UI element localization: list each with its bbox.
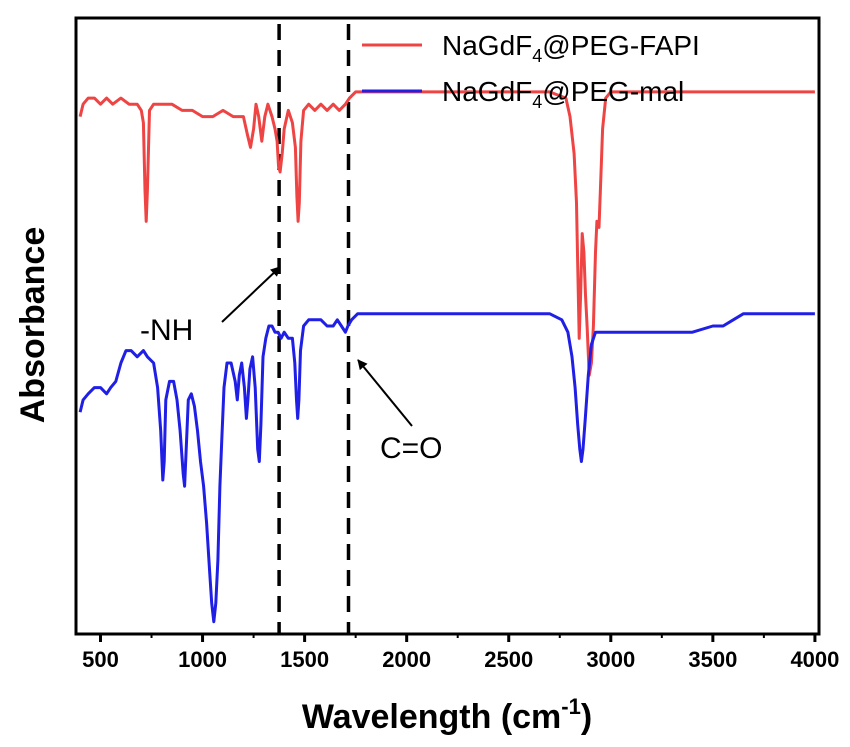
legend: NaGdF4@PEG-FAPI NaGdF4@PEG-mal	[362, 30, 700, 112]
x-tick-label-5: 3000	[586, 647, 635, 672]
annotation-nh-arrow	[221, 266, 281, 323]
x-axis-tick-labels: 500 1000 1500 2000 2500 3000 3500 4000	[82, 647, 839, 672]
series-line-0	[78, 90, 815, 377]
x-axis-title: Wavelength (cm-1)	[302, 694, 592, 736]
series-line-1	[78, 312, 815, 624]
x-tick-label-1: 1000	[178, 647, 227, 672]
reference-lines	[277, 24, 351, 634]
series-layer	[78, 90, 815, 624]
x-tick-label-2: 1500	[280, 647, 329, 672]
x-axis-ticks	[98, 634, 817, 642]
x-tick-label-0: 500	[82, 647, 119, 672]
x-axis-title-superscript: -1	[561, 694, 581, 719]
x-tick-label-4: 2500	[484, 647, 533, 672]
x-tick-label-6: 3500	[688, 647, 737, 672]
legend-label-fapi: NaGdF4@PEG-FAPI	[442, 30, 700, 66]
annotation-nh-label: -NH	[140, 314, 193, 347]
annotation-co: C=O	[357, 359, 443, 465]
annotation-co-arrow	[357, 359, 413, 427]
x-tick-label-3: 2000	[382, 647, 431, 672]
plot-frame	[74, 16, 821, 636]
y-axis-title: Absorbance	[14, 227, 52, 424]
x-tick-label-7: 4000	[790, 647, 839, 672]
annotation-co-label: C=O	[380, 432, 443, 465]
legend-label-mal: NaGdF4@PEG-mal	[442, 76, 684, 112]
annotation-nh: -NH	[140, 266, 281, 347]
